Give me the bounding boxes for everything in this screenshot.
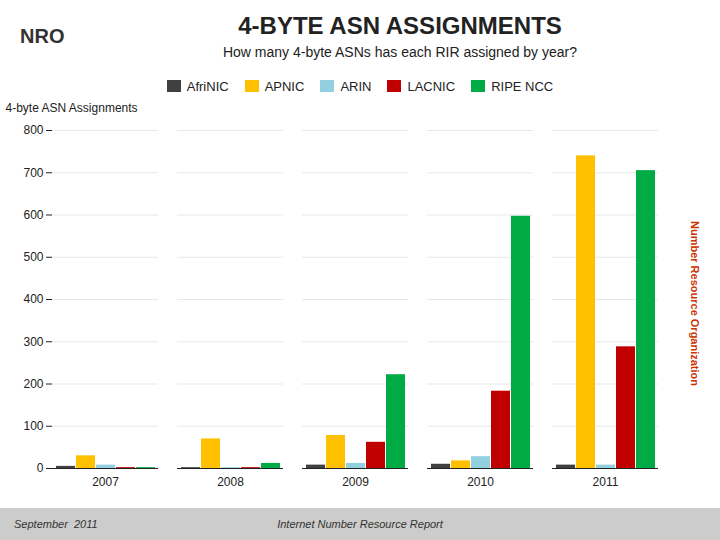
svg-text:800: 800 [23,123,43,137]
svg-text:700: 700 [23,166,43,180]
html-text:APNIC: APNIC [264,78,305,94]
html-text:4-BYTE ASN ASSIGNMENTS: 4-BYTE ASN ASSIGNMENTS [238,12,562,39]
svg-text:600: 600 [23,208,43,222]
html-text:ARIN: ARIN [340,78,372,94]
html-text:RIPE NCC: RIPE NCC [491,78,554,94]
svg-text:0: 0 [37,461,44,475]
html-text:How many 4-byte ASNs has each: How many 4-byte ASNs has each RIR assign… [223,44,577,60]
html-text:September 2011: September 2011 [14,518,98,530]
svg-text:4-byte ASN Assignments: 4-byte ASN Assignments [6,101,138,115]
svg-text:300: 300 [23,335,43,349]
html-text:Internet Number Resource Repor: Internet Number Resource Report [277,518,443,530]
html-text:AfriNIC: AfriNIC [186,78,229,94]
html-text:NRO: NRO [20,24,65,47]
svg-text:200: 200 [23,377,43,391]
svg-text:100: 100 [23,419,43,433]
svg-text:2011: 2011 [593,475,619,489]
svg-text:2007: 2007 [92,475,119,489]
svg-text:2009: 2009 [342,475,369,489]
html-text:Number Resource Organization: Number Resource Organization [689,221,701,387]
svg-text:2008: 2008 [217,475,244,489]
svg-text:2010: 2010 [467,475,494,489]
html-text:LACNIC: LACNIC [407,78,456,94]
svg-text:400: 400 [23,292,43,306]
svg-text:500: 500 [23,250,43,264]
